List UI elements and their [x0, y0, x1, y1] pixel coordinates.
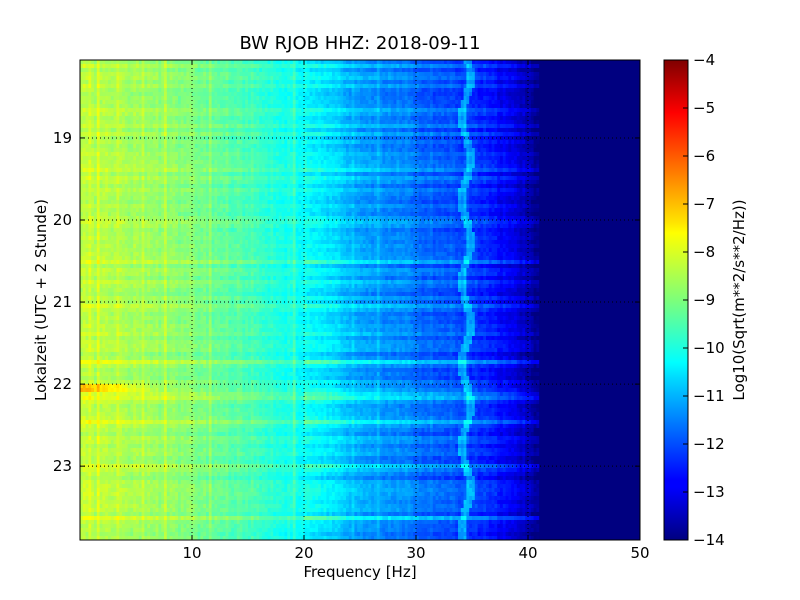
- chart-title: BW RJOB HHZ: 2018-09-11: [239, 33, 480, 54]
- spectrogram-figure: BW RJOB HHZ: 2018-09-11 10 20 30 40 50 19202…: [0, 0, 800, 600]
- heatmap-area: [80, 60, 641, 541]
